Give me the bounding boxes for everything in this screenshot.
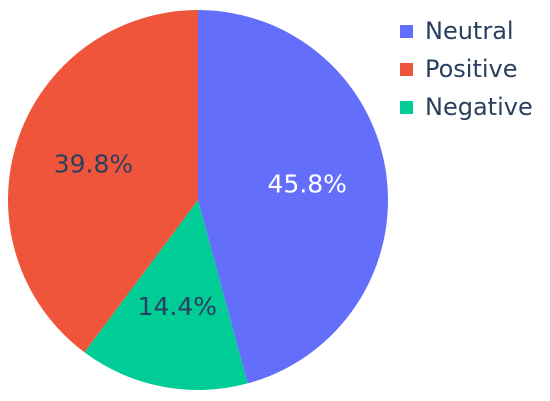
legend-label-negative: Negative xyxy=(425,93,533,121)
slice-label-negative: 14.4% xyxy=(138,292,217,321)
legend-swatch-positive xyxy=(400,62,413,76)
slice-label-neutral: 45.8% xyxy=(268,170,347,199)
pie-slice-negative[interactable] xyxy=(84,200,248,390)
legend-item-positive[interactable]: Positive xyxy=(400,50,533,88)
legend-swatch-neutral xyxy=(400,24,413,38)
pie-slice-positive[interactable] xyxy=(7,10,198,353)
legend: Neutral Positive Negative xyxy=(400,12,533,126)
legend-swatch-negative xyxy=(400,100,413,114)
pie-slice-neutral[interactable] xyxy=(198,10,388,384)
pie-slice-labels: 45.8% 14.4% 39.8% xyxy=(54,149,347,321)
legend-label-neutral: Neutral xyxy=(425,17,514,45)
slice-label-positive: 39.8% xyxy=(54,149,133,178)
legend-item-neutral[interactable]: Neutral xyxy=(400,12,533,50)
pie-slices xyxy=(7,10,388,390)
legend-label-positive: Positive xyxy=(425,55,518,83)
legend-item-negative[interactable]: Negative xyxy=(400,88,533,126)
